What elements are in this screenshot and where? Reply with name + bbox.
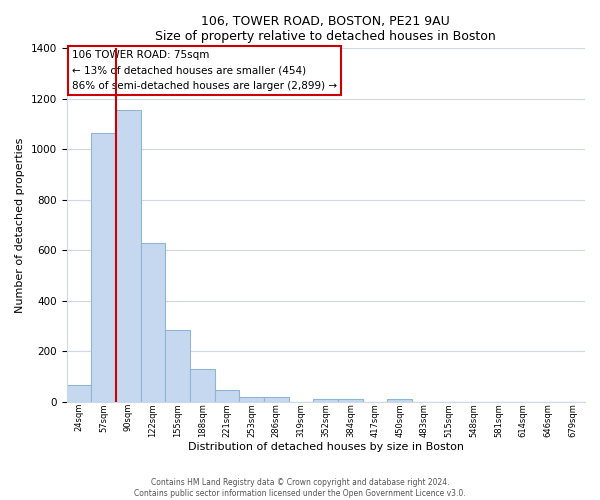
Bar xyxy=(116,110,140,402)
Bar xyxy=(264,396,289,402)
Bar xyxy=(190,369,215,402)
Bar xyxy=(91,133,116,402)
Bar xyxy=(215,390,239,402)
Bar xyxy=(313,398,338,402)
X-axis label: Distribution of detached houses by size in Boston: Distribution of detached houses by size … xyxy=(188,442,464,452)
Text: Contains HM Land Registry data © Crown copyright and database right 2024.
Contai: Contains HM Land Registry data © Crown c… xyxy=(134,478,466,498)
Title: 106, TOWER ROAD, BOSTON, PE21 9AU
Size of property relative to detached houses i: 106, TOWER ROAD, BOSTON, PE21 9AU Size o… xyxy=(155,15,496,43)
Bar xyxy=(239,396,264,402)
Y-axis label: Number of detached properties: Number of detached properties xyxy=(15,138,25,312)
Bar xyxy=(67,386,91,402)
Bar xyxy=(388,399,412,402)
Bar xyxy=(165,330,190,402)
Bar xyxy=(140,242,165,402)
Text: 106 TOWER ROAD: 75sqm
← 13% of detached houses are smaller (454)
86% of semi-det: 106 TOWER ROAD: 75sqm ← 13% of detached … xyxy=(72,50,337,92)
Bar xyxy=(338,399,363,402)
